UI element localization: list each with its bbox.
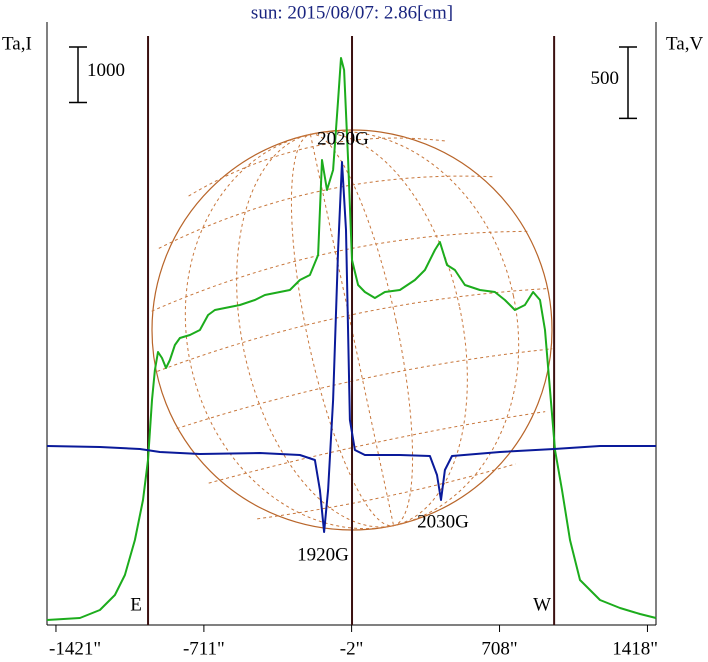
limb-label: W	[533, 594, 551, 615]
series-line	[46, 57, 657, 621]
annotation: 1920G	[297, 544, 349, 565]
limb-label: E	[130, 594, 142, 615]
x-tick-label: -2"	[340, 638, 364, 659]
x-tick-label: 708"	[481, 638, 517, 659]
y2-axis-label: Ta,V	[666, 33, 703, 54]
scale-bar-label: 500	[591, 68, 620, 89]
x-tick-label: -1421"	[49, 638, 101, 659]
x-tick-label: -711"	[183, 638, 225, 659]
annotation: 2020G	[317, 128, 369, 149]
x-tick-label: 1418"	[612, 638, 658, 659]
scale-bar-label: 1000	[87, 60, 125, 81]
annotation: 2030G	[417, 511, 469, 532]
series-line	[46, 161, 656, 533]
chart-title: sun: 2015/08/07: 2.86[cm]	[251, 2, 453, 23]
y-axis-label: Ta,I	[2, 33, 32, 54]
